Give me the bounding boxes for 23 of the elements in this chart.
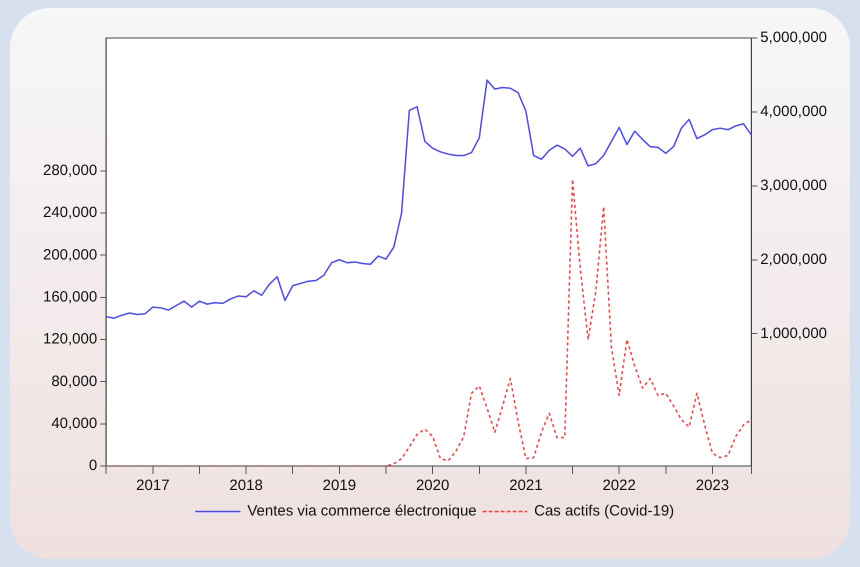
- y-tick-label: 80,000: [51, 372, 98, 390]
- y-tick-label: 120,000: [42, 330, 98, 348]
- y-tick-label: 0: [88, 457, 98, 474]
- x-tick-label: 2019: [322, 477, 356, 494]
- line-series: [106, 178, 752, 466]
- y2-tick-label: 2,000,000: [760, 250, 828, 268]
- y-tick-label: 160,000: [42, 288, 98, 306]
- x-tick-label: 2017: [136, 477, 170, 494]
- x-tick-label: 2021: [509, 477, 543, 494]
- y2-tick-label: 3,000,000: [760, 176, 828, 194]
- legend-label: Cas actifs (Covid-19): [534, 502, 674, 520]
- y-tick-label: 200,000: [42, 246, 98, 264]
- x-tick-label: 2022: [602, 477, 636, 494]
- y-tick-label: 40,000: [51, 414, 98, 432]
- y2-tick-label: 4,000,000: [760, 103, 828, 120]
- y2-tick-label: 1,000,000: [760, 324, 828, 342]
- x-tick-label: 2018: [229, 477, 263, 494]
- x-tick-label: 2020: [416, 477, 450, 494]
- legend-label: Ventes via commerce électronique: [247, 502, 477, 520]
- y-tick-label: 240,000: [42, 204, 98, 222]
- y-tick-label: 280,000: [42, 162, 98, 179]
- x-tick-label: 2023: [696, 477, 730, 494]
- y2-tick-label: 5,000,000: [760, 29, 828, 46]
